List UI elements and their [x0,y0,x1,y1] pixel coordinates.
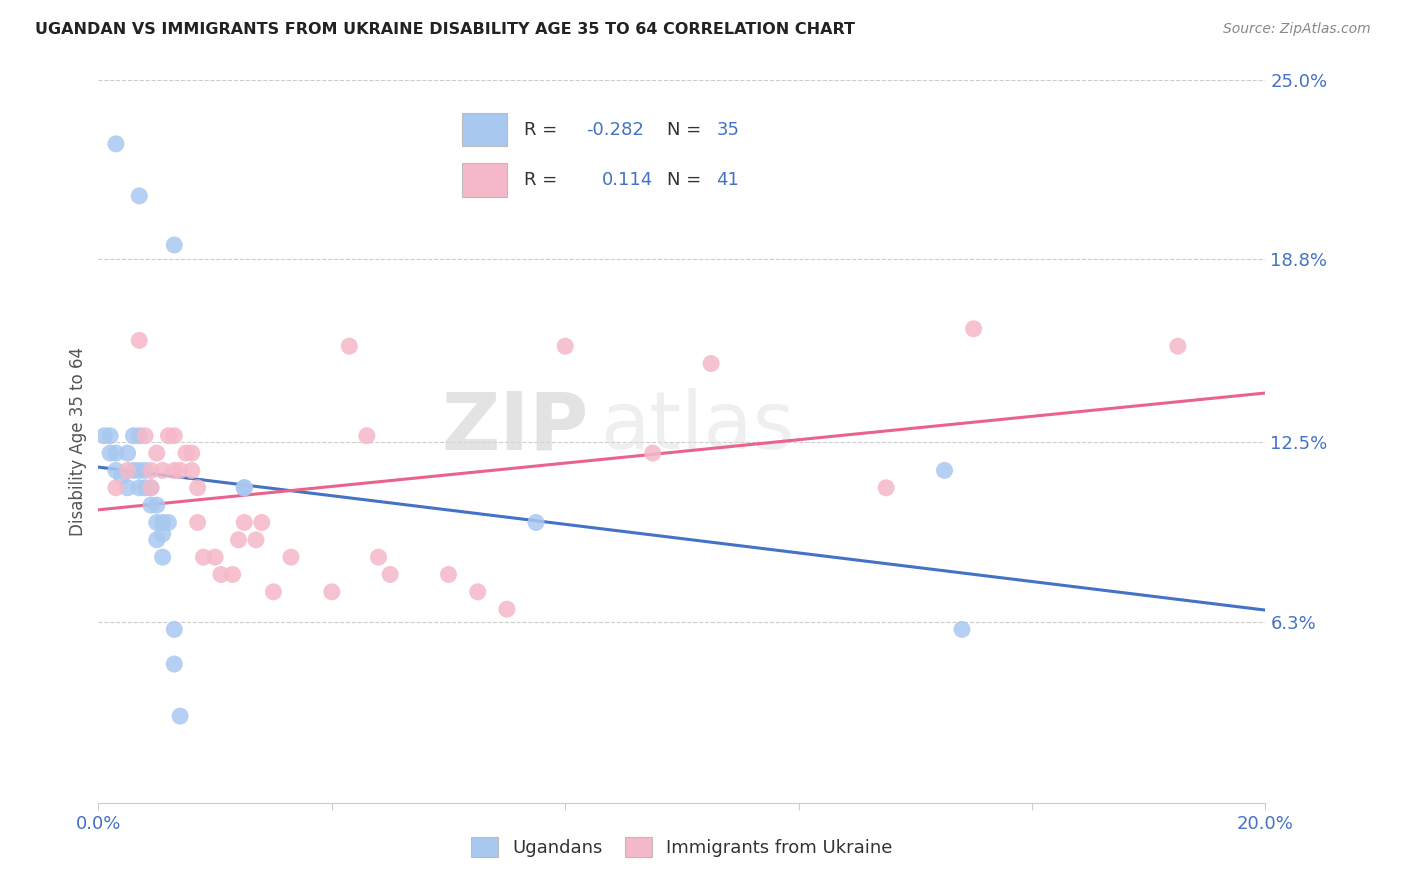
Text: Source: ZipAtlas.com: Source: ZipAtlas.com [1223,22,1371,37]
Point [554,339,576,353]
Point [467,584,489,599]
Point [700,357,723,371]
Point [146,498,169,512]
Point [180,463,202,477]
Point [204,550,226,565]
Point [233,481,256,495]
Point [98,446,121,460]
Point [169,463,191,477]
Point [262,584,284,599]
Point [128,463,150,477]
Point [163,657,186,671]
Point [934,463,956,477]
Point [134,463,156,477]
Point [321,584,343,599]
Point [152,550,174,565]
Point [174,446,197,460]
Point [104,446,127,460]
Point [524,516,547,530]
Point [221,567,243,582]
Point [104,481,127,495]
Text: atlas: atlas [600,388,794,467]
Point [163,238,186,252]
Point [367,550,389,565]
Point [104,463,127,477]
Point [128,334,150,348]
Point [950,623,973,637]
Point [641,446,664,460]
Point [187,481,209,495]
Point [146,516,169,530]
Point [117,481,139,495]
Point [356,429,378,443]
Text: ZIP: ZIP [441,388,589,467]
Point [146,446,169,460]
Point [337,339,360,353]
Point [163,623,186,637]
Point [280,550,302,565]
Point [157,516,180,530]
Point [233,516,256,530]
Point [139,481,162,495]
Point [875,481,897,495]
Point [250,516,273,530]
Text: UGANDAN VS IMMIGRANTS FROM UKRAINE DISABILITY AGE 35 TO 64 CORRELATION CHART: UGANDAN VS IMMIGRANTS FROM UKRAINE DISAB… [35,22,855,37]
Legend: Ugandans, Immigrants from Ukraine: Ugandans, Immigrants from Ukraine [463,828,901,866]
Point [122,429,145,443]
Point [111,469,134,483]
Point [152,516,174,530]
Point [962,322,984,336]
Point [157,429,180,443]
Point [1167,339,1189,353]
Point [163,429,186,443]
Point [437,567,460,582]
Point [117,463,139,477]
Point [104,136,127,151]
Point [128,429,150,443]
Point [180,446,202,460]
Point [139,498,162,512]
Point [93,429,115,443]
Point [134,429,156,443]
Y-axis label: Disability Age 35 to 64: Disability Age 35 to 64 [69,347,87,536]
Point [146,533,169,547]
Point [169,709,191,723]
Point [152,463,174,477]
Point [139,463,162,477]
Point [380,567,402,582]
Point [228,533,250,547]
Point [496,602,519,616]
Point [152,527,174,541]
Point [209,567,232,582]
Point [134,481,156,495]
Point [128,189,150,203]
Point [163,463,186,477]
Point [117,446,139,460]
Point [193,550,215,565]
Point [187,516,209,530]
Point [98,429,121,443]
Point [139,481,162,495]
Point [122,463,145,477]
Point [233,481,256,495]
Point [128,481,150,495]
Point [245,533,267,547]
